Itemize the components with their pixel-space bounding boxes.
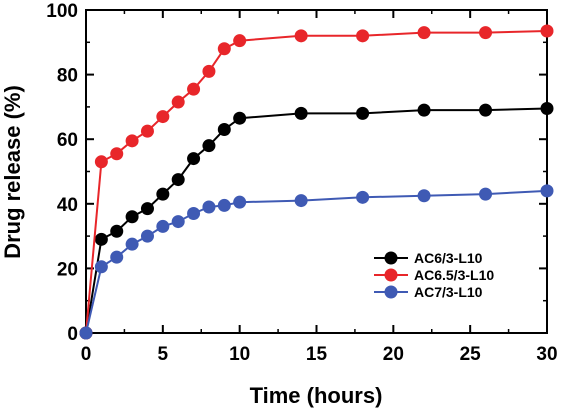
data-point xyxy=(417,189,431,203)
y-tick-label: 20 xyxy=(57,259,78,280)
data-point xyxy=(202,139,216,153)
series-line xyxy=(85,107,548,334)
y-tick-label: 80 xyxy=(57,66,78,87)
data-point xyxy=(479,26,493,40)
data-point xyxy=(125,210,139,224)
data-point xyxy=(217,42,231,56)
series-3 xyxy=(79,184,554,340)
data-point xyxy=(540,184,554,198)
data-point xyxy=(294,194,308,208)
series-1 xyxy=(79,102,554,340)
axes: 0 5 10 15 20 25 30 0 20 40 60 80 100 xyxy=(46,1,557,365)
x-tick-label: 15 xyxy=(306,344,328,365)
x-tick-label: 0 xyxy=(81,344,92,365)
series-line xyxy=(85,30,548,334)
data-point xyxy=(479,187,493,201)
data-point xyxy=(171,95,185,109)
legend-marker xyxy=(384,251,398,265)
data-point xyxy=(94,155,108,169)
data-point xyxy=(187,82,201,96)
legend-marker xyxy=(384,268,398,282)
data-point xyxy=(171,173,185,187)
legend-label: AC6.5/3-L10 xyxy=(414,267,494,283)
data-point xyxy=(79,326,93,340)
y-tick-label: 60 xyxy=(57,130,78,151)
series-line xyxy=(85,189,548,334)
data-point xyxy=(140,229,154,243)
x-tick-label: 5 xyxy=(158,344,169,365)
data-point xyxy=(125,237,139,251)
data-point xyxy=(156,110,170,124)
data-point xyxy=(125,134,139,148)
series-2 xyxy=(79,24,554,340)
data-point xyxy=(356,29,370,43)
data-point xyxy=(202,200,216,214)
x-tick-label: 10 xyxy=(229,344,250,365)
data-point xyxy=(187,206,201,220)
data-point xyxy=(156,187,170,201)
legend-item-2: AC6.5/3-L10 xyxy=(374,267,494,283)
data-point xyxy=(140,202,154,216)
data-point xyxy=(171,215,185,229)
data-point xyxy=(540,24,554,38)
y-tick-label: 40 xyxy=(57,195,78,216)
data-point xyxy=(294,106,308,120)
data-point xyxy=(110,147,124,161)
y-tick-label: 0 xyxy=(67,324,78,345)
y-axis-title: Drug release (%) xyxy=(0,85,25,259)
data-point xyxy=(156,219,170,233)
data-point xyxy=(233,111,247,125)
legend-label: AC6/3-L10 xyxy=(414,250,483,266)
x-tick-label: 20 xyxy=(383,344,404,365)
data-point xyxy=(356,190,370,204)
legend-label: AC7/3-L10 xyxy=(414,284,483,300)
data-point xyxy=(417,26,431,40)
legend-marker xyxy=(384,285,398,299)
data-point xyxy=(140,124,154,138)
legend-item-3: AC7/3-L10 xyxy=(374,284,483,300)
legend-item-1: AC6/3-L10 xyxy=(374,250,483,266)
data-point xyxy=(479,103,493,117)
data-point xyxy=(294,29,308,43)
x-tick-label: 25 xyxy=(460,344,482,365)
data-point xyxy=(217,198,231,212)
data-point xyxy=(110,250,124,264)
data-point xyxy=(202,64,216,78)
data-point xyxy=(94,232,108,246)
data-point xyxy=(356,106,370,120)
data-point xyxy=(110,224,124,238)
data-point xyxy=(540,102,554,116)
data-point xyxy=(233,34,247,48)
data-point xyxy=(187,152,201,166)
data-point xyxy=(94,260,108,274)
y-tick-label: 100 xyxy=(46,1,78,22)
series-layer xyxy=(79,24,554,340)
x-axis-title: Time (hours) xyxy=(250,383,383,408)
x-tick-label: 30 xyxy=(536,344,557,365)
data-point xyxy=(217,123,231,137)
data-point xyxy=(233,195,247,209)
data-point xyxy=(417,103,431,117)
